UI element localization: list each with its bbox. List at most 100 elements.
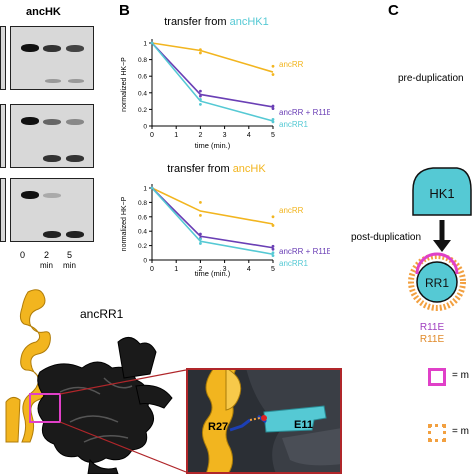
arrow-head	[433, 240, 451, 252]
gel-left-2	[0, 104, 6, 168]
residue-r27: R27	[208, 421, 228, 433]
band	[21, 117, 39, 125]
rr-shape	[416, 261, 458, 303]
data-point	[199, 103, 202, 106]
data-point	[199, 48, 202, 52]
x-tick-label: 1	[174, 266, 178, 273]
chart-title: transfer from ancHK	[167, 163, 266, 175]
data-point	[271, 107, 275, 110]
zoom-cyan-strand	[263, 405, 327, 433]
data-point	[271, 104, 275, 108]
gel-left-1	[0, 26, 6, 90]
band	[43, 155, 61, 162]
x-tick-label: 5	[271, 266, 275, 273]
band	[43, 119, 61, 125]
y-tick-label: 0.8	[138, 57, 147, 64]
series-label: ancRR1	[279, 259, 308, 268]
chart-title-prefix: transfer from	[164, 16, 229, 28]
data-point	[271, 251, 275, 255]
x-tick-label: 4	[247, 132, 251, 139]
x-tick-label: 0	[150, 132, 154, 139]
zoom-line-top	[59, 369, 186, 395]
chart-2: transfer from ancHK 0 0.2 0.4 0.6 0.8 1 0 1 2 3 4 5 t…	[121, 163, 330, 278]
residue-e11: E11	[294, 419, 313, 431]
gel-1	[10, 26, 94, 90]
gel-left-3	[0, 178, 6, 242]
band	[66, 155, 84, 162]
rr-label: RR1	[425, 276, 449, 290]
rr-halo	[408, 253, 466, 311]
hk-shape	[412, 167, 472, 216]
series-label: ancRR + R11E	[279, 247, 330, 256]
data-point	[271, 224, 275, 227]
legend-2-text: = m	[452, 426, 469, 437]
lane-label-2: 2	[44, 250, 50, 260]
y-tick-label: 0.2	[138, 107, 147, 114]
x-tick-label: 0	[150, 266, 154, 273]
band	[21, 191, 39, 199]
data-point	[199, 51, 202, 55]
protein-structure	[5, 289, 186, 474]
data-point	[199, 89, 202, 93]
y-tick-label: 0.8	[138, 200, 147, 207]
zoom-hbond	[249, 417, 261, 421]
lane-unit-5: min	[63, 261, 76, 270]
zoom-region-box	[29, 393, 61, 423]
mutation-2: R11E	[420, 334, 445, 345]
data-point	[199, 98, 202, 101]
series-line	[151, 187, 274, 225]
band	[43, 45, 61, 52]
lane-label-5: 5	[67, 250, 73, 260]
series-label: ancRR	[279, 206, 304, 215]
data-point	[271, 254, 275, 258]
y-axis-label: normalized HK~P	[121, 196, 128, 251]
x-tick-label: 3	[223, 266, 227, 273]
series-line	[151, 42, 274, 108]
model-diagram: HK1 RR1 R11E R11E	[408, 167, 472, 345]
band	[45, 79, 61, 83]
chart-title-highlight: ancHK1	[230, 16, 269, 28]
data-point	[199, 232, 202, 236]
x-tick-label: 2	[198, 132, 202, 139]
x-tick-label: 2	[198, 266, 202, 273]
series-line	[151, 187, 274, 256]
zoom-oxygen	[261, 415, 267, 421]
data-point	[271, 64, 275, 68]
band	[68, 79, 84, 83]
lane-unit-2: min	[40, 261, 53, 270]
x-axis-label: time (min.)	[195, 141, 231, 150]
y-tick-label: 0.6	[138, 214, 147, 221]
y-tick-label: 0.6	[138, 74, 147, 81]
y-tick-label: 0.4	[138, 90, 147, 97]
legend-1-text: = m	[452, 370, 469, 381]
band	[66, 45, 84, 52]
dark-protein	[37, 337, 173, 474]
lane-label-0: 0	[20, 250, 26, 260]
data-point	[199, 201, 202, 204]
series-label: ancRR1	[279, 120, 308, 129]
series-label: ancRR	[279, 60, 304, 69]
data-point	[271, 215, 275, 219]
y-tick-label: 0.2	[138, 243, 147, 250]
band	[66, 231, 84, 238]
chart-title: transfer from ancHK1	[164, 16, 269, 28]
gel-header: ancHK	[26, 6, 61, 18]
data-point	[150, 41, 154, 45]
x-axis-label: time (min.)	[195, 269, 231, 278]
x-tick-label: 4	[247, 266, 251, 273]
rr-pink-arc	[415, 252, 459, 275]
data-point	[199, 242, 202, 245]
data-point	[271, 117, 275, 121]
series-label: ancRR + R11E	[279, 108, 330, 117]
x-tick-label: 1	[174, 132, 178, 139]
band	[43, 231, 61, 238]
chart-title-prefix: transfer from	[167, 163, 232, 175]
hk-label: HK1	[429, 186, 454, 201]
band	[66, 119, 84, 125]
zoom-line-bottom	[59, 421, 186, 473]
y-axis-label: normalized HK~P	[121, 57, 128, 112]
structure-label: ancRR1	[80, 307, 124, 321]
y-tick-label: 1	[143, 186, 147, 193]
zoom-yellow-helix	[202, 368, 242, 474]
data-point	[199, 94, 202, 98]
